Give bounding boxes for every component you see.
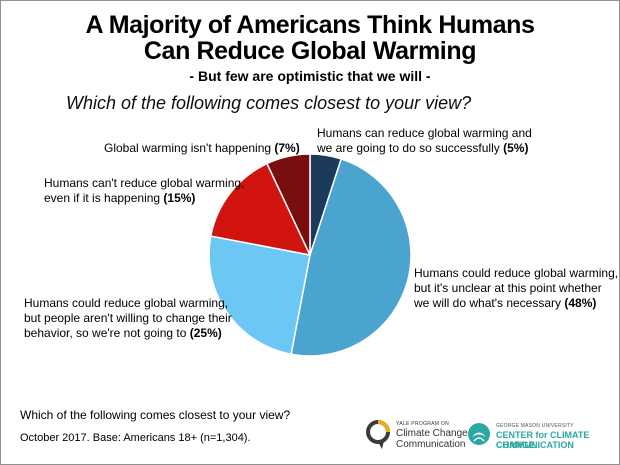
slice-label-not-happening: Global warming isn't happening (7%) bbox=[104, 141, 300, 155]
gmu-logo-line-2: COMMUNICATION bbox=[496, 440, 574, 450]
yale-logo-icon bbox=[366, 420, 390, 449]
slice-label-not-willing: Humans could reduce global warming, but … bbox=[24, 296, 232, 340]
pie-slice-cant-reduce bbox=[209, 162, 312, 257]
gmu-logo-line-1: CENTER for CLIMATE CHANGE bbox=[496, 430, 590, 450]
chart-title-line-1: A Majority of Americans Think Humans bbox=[85, 11, 535, 39]
slice-label-reduce-successfully: Humans can reduce global warming and we … bbox=[317, 126, 532, 155]
pie-slice-not-happening bbox=[265, 153, 311, 256]
pie-slice-unclear bbox=[290, 157, 412, 357]
yale-logo-line-2: Communication bbox=[396, 439, 466, 450]
chart-title-line-2: Can Reduce Global Warming bbox=[143, 37, 477, 65]
footer-note: October 2017. Base: Americans 18+ (n=1,3… bbox=[20, 432, 251, 444]
footer-question: Which of the following comes closest to … bbox=[20, 408, 291, 422]
slice-label-unclear: Humans could reduce global warming, but … bbox=[414, 266, 619, 310]
yale-logo-small-text: YALE PROGRAM ON bbox=[396, 421, 450, 427]
slice-label-cant-reduce: Humans can't reduce global warming, even… bbox=[44, 176, 245, 205]
yale-logo-line-1: Climate Change bbox=[396, 428, 468, 439]
pie-slice-not-willing bbox=[208, 235, 311, 356]
chart-subtitle: - But few are optimistic that we will - bbox=[189, 68, 431, 84]
gmu-logo-small-text: GEORGE MASON UNIVERSITY bbox=[496, 423, 574, 429]
gmu-logo-icon bbox=[468, 423, 490, 445]
survey-question: Which of the following comes closest to … bbox=[66, 93, 472, 113]
